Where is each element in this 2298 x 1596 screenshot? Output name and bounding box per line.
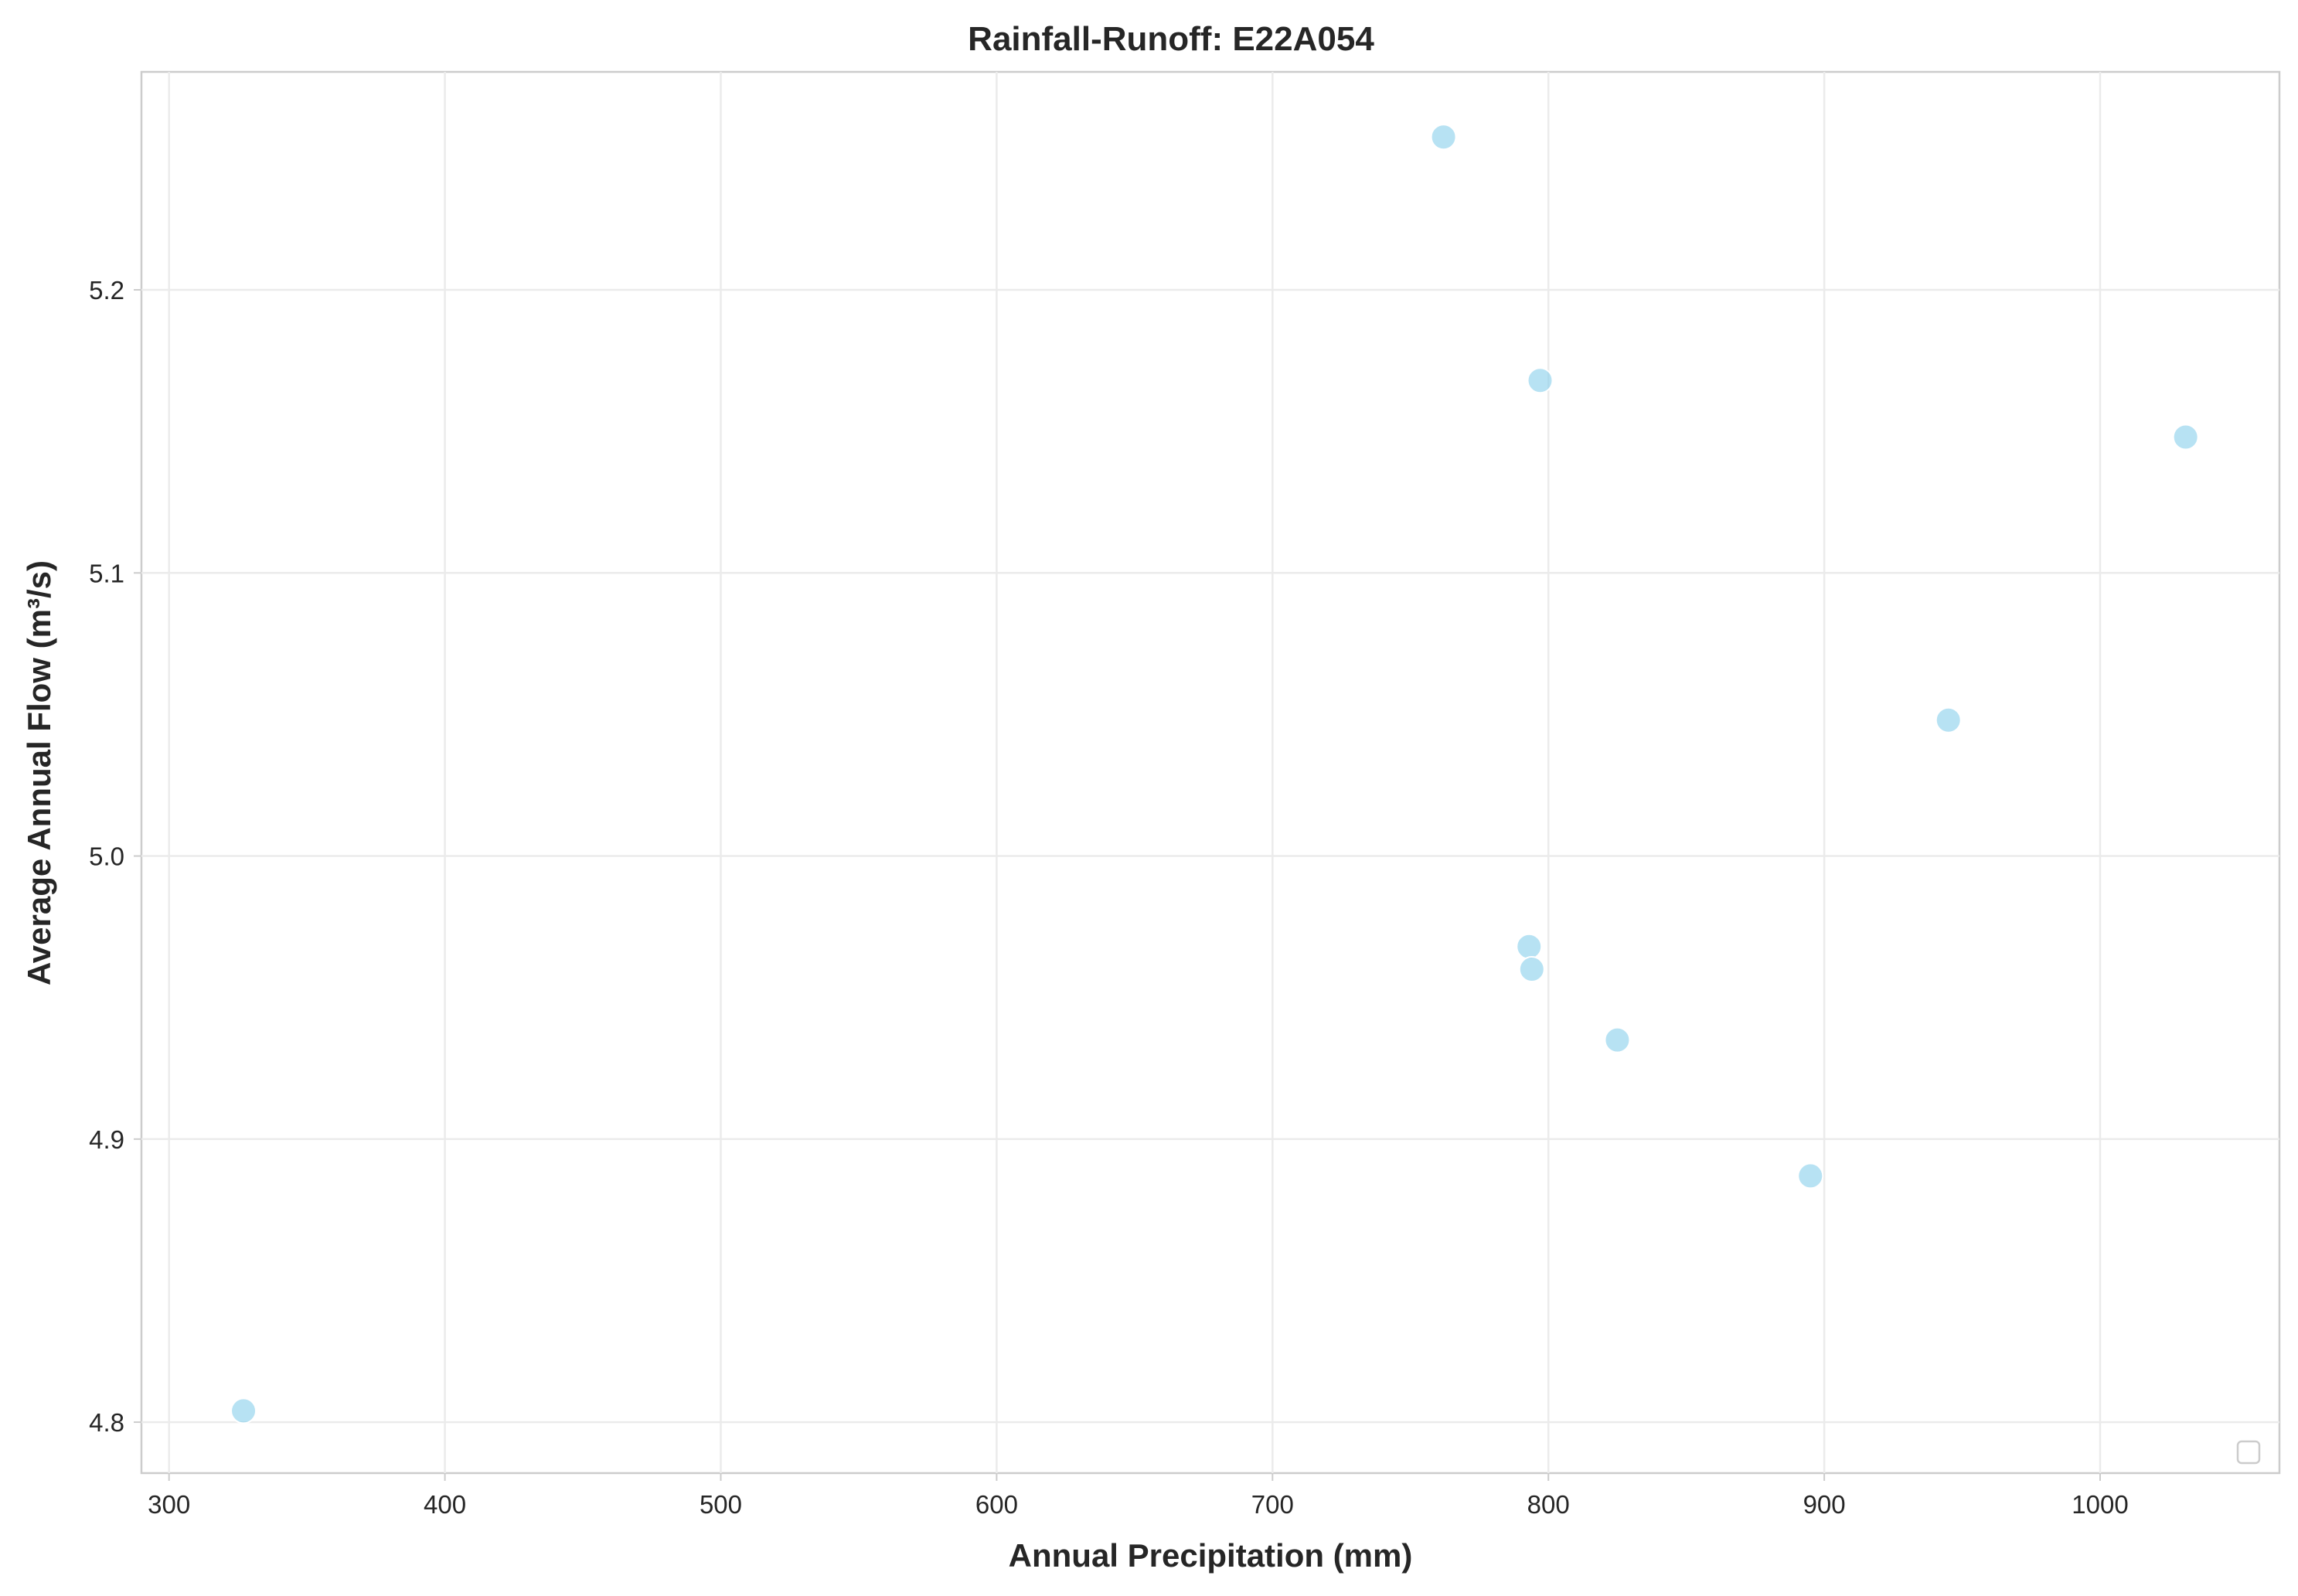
- data-point: [1518, 956, 1545, 983]
- x-tick-label: 400: [424, 1490, 466, 1519]
- legend-box: [2236, 1440, 2261, 1465]
- x-axis-label: Annual Precipitation (mm): [1009, 1537, 1413, 1574]
- x-tick-label: 900: [1803, 1490, 1846, 1519]
- data-point: [2172, 424, 2199, 451]
- x-tick-label: 300: [148, 1490, 190, 1519]
- data-point: [1516, 933, 1543, 960]
- y-tick-label: 5.1: [89, 559, 124, 587]
- axis-ticks: 300 400 500 600 700 800 900 1000 4.8 4.9 5.0 5.1 5.2: [89, 276, 2129, 1519]
- x-tick-label: 800: [1527, 1490, 1570, 1519]
- data-point: [1604, 1026, 1631, 1053]
- x-tick-label: 1000: [2072, 1490, 2128, 1519]
- y-tick-label: 4.8: [89, 1408, 124, 1437]
- x-tick-label: 700: [1251, 1490, 1294, 1519]
- chart-title: Rainfall-Runoff: E22A054: [968, 20, 1374, 58]
- data-point: [1430, 124, 1457, 151]
- y-tick-label: 5.2: [89, 276, 124, 305]
- data-point: [230, 1397, 257, 1424]
- data-point: [1797, 1162, 1824, 1189]
- plot-area: [140, 70, 2281, 1475]
- data-points: [230, 124, 2199, 1424]
- data-point: [1527, 367, 1554, 394]
- x-tick-label: 600: [975, 1490, 1018, 1519]
- y-tick-label: 4.9: [89, 1125, 124, 1154]
- data-point: [1935, 706, 1962, 733]
- y-axis-label: Average Annual Flow (m³/s): [21, 560, 57, 985]
- x-tick-label: 500: [700, 1490, 742, 1519]
- y-tick-label: 5.0: [89, 842, 124, 871]
- grid: [141, 72, 2279, 1473]
